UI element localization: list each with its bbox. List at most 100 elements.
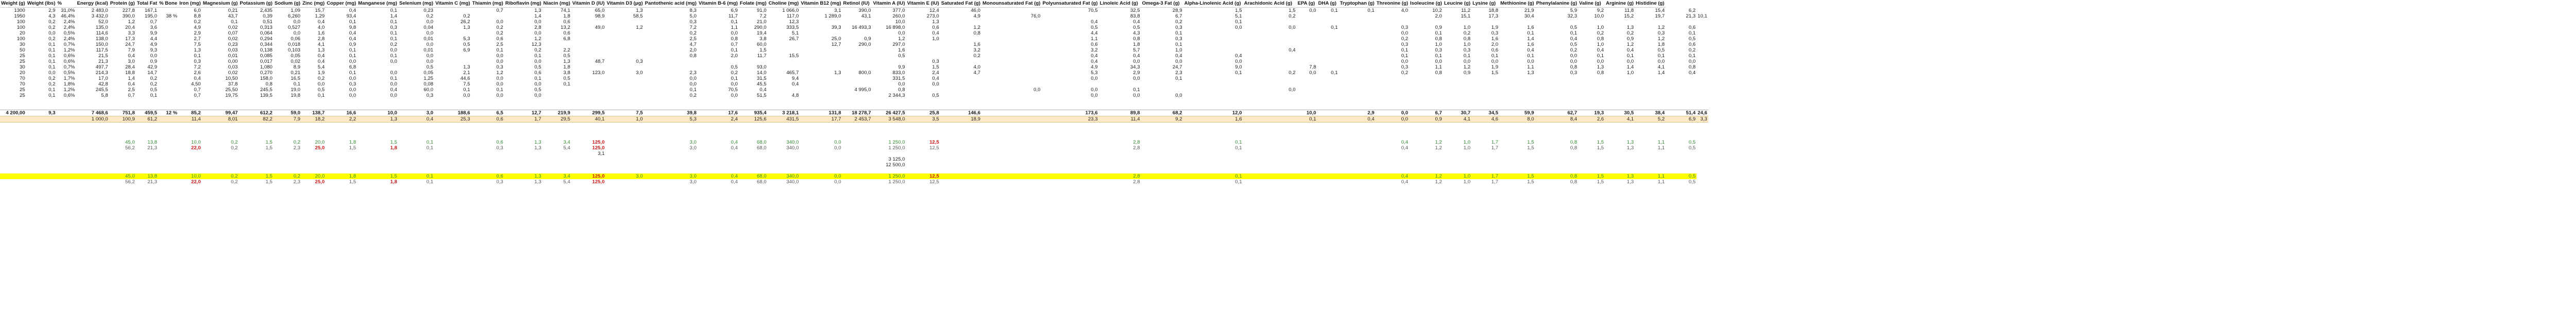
- cell[interactable]: 0,1: [496, 87, 503, 93]
- cell[interactable]: 0,1: [1435, 53, 1442, 59]
- cell[interactable]: 24,6: [1697, 110, 1708, 116]
- cell[interactable]: 0,4: [349, 30, 357, 36]
- cell[interactable]: 0,0: [349, 87, 357, 93]
- cell[interactable]: 0,21: [291, 70, 300, 76]
- cell[interactable]: 0,1: [1688, 53, 1696, 59]
- cell[interactable]: [606, 87, 644, 93]
- cell[interactable]: 0,5: [534, 87, 541, 93]
- cell[interactable]: [178, 98, 202, 104]
- cell[interactable]: [1339, 123, 1376, 129]
- cell[interactable]: 0,1: [1235, 145, 1242, 151]
- cell[interactable]: [698, 98, 739, 104]
- cell[interactable]: [434, 162, 471, 168]
- cell[interactable]: 0,1: [1491, 53, 1499, 59]
- cell[interactable]: 3,4: [563, 139, 570, 145]
- cell[interactable]: [471, 104, 504, 110]
- cell[interactable]: [1183, 36, 1243, 42]
- cell[interactable]: [571, 87, 606, 93]
- cell[interactable]: [1635, 168, 1666, 173]
- cell[interactable]: 2,6: [1578, 116, 1605, 123]
- cell[interactable]: 0,9: [1435, 25, 1442, 30]
- cell[interactable]: [434, 151, 471, 156]
- cell[interactable]: [1578, 151, 1605, 156]
- cell[interactable]: [398, 104, 434, 110]
- cell[interactable]: [1099, 123, 1141, 129]
- cell[interactable]: 0,1: [731, 47, 738, 53]
- cell[interactable]: [606, 104, 644, 110]
- cell[interactable]: [471, 134, 504, 139]
- cell[interactable]: [1499, 87, 1535, 93]
- cell[interactable]: [1409, 81, 1443, 87]
- cell[interactable]: [178, 156, 202, 162]
- cell[interactable]: 0,51: [263, 19, 273, 25]
- cell[interactable]: [1535, 123, 1578, 129]
- cell[interactable]: [1471, 128, 1499, 134]
- cell[interactable]: 0,4: [1688, 70, 1696, 76]
- cell[interactable]: 0,1: [349, 47, 357, 53]
- cell[interactable]: 1 066,0: [782, 8, 799, 13]
- cell[interactable]: [158, 53, 178, 59]
- cell[interactable]: [202, 168, 239, 173]
- cell[interactable]: 9,4: [792, 76, 799, 81]
- cell[interactable]: 17,7: [800, 116, 842, 123]
- cell[interactable]: [202, 156, 239, 162]
- cell[interactable]: 1,2: [1657, 36, 1665, 42]
- cell[interactable]: 2,9: [1133, 70, 1140, 76]
- cell[interactable]: 0,7: [128, 93, 135, 98]
- cell[interactable]: [739, 162, 768, 168]
- cell[interactable]: [109, 98, 136, 104]
- cell[interactable]: 0,02: [228, 36, 238, 42]
- column-header[interactable]: Copper (mg): [326, 0, 358, 8]
- cell[interactable]: [1666, 81, 1697, 87]
- cell[interactable]: [504, 98, 543, 104]
- cell[interactable]: 125,0: [571, 173, 606, 179]
- cell[interactable]: 0,04: [423, 25, 433, 30]
- cell[interactable]: [136, 98, 158, 104]
- cell[interactable]: [842, 81, 872, 87]
- cell[interactable]: [1605, 156, 1635, 162]
- cell[interactable]: 2,3: [689, 70, 697, 76]
- cell[interactable]: 0,0: [898, 81, 905, 87]
- cell[interactable]: [1443, 162, 1471, 168]
- cell[interactable]: 1,5: [265, 139, 273, 145]
- cell[interactable]: 70: [20, 76, 25, 81]
- cell[interactable]: 59,0: [273, 110, 301, 116]
- cell[interactable]: 32,3: [1567, 13, 1578, 19]
- cell[interactable]: [800, 168, 842, 173]
- cell[interactable]: 30: [20, 64, 25, 70]
- cell[interactable]: [1376, 168, 1409, 173]
- cell[interactable]: 0,0: [1091, 76, 1098, 81]
- cell[interactable]: [644, 104, 698, 110]
- cell[interactable]: [1183, 128, 1243, 134]
- cell[interactable]: [981, 81, 1041, 87]
- cell[interactable]: 2,9: [1338, 110, 1376, 116]
- cell[interactable]: 1,4: [1626, 64, 1634, 70]
- cell[interactable]: [1317, 81, 1339, 87]
- cell[interactable]: [326, 156, 357, 162]
- column-header[interactable]: DHA (g): [1317, 0, 1339, 8]
- cell[interactable]: 0,8: [265, 81, 273, 87]
- cell[interactable]: [1041, 168, 1098, 173]
- cell[interactable]: 19,8: [291, 93, 300, 98]
- cell[interactable]: [1409, 128, 1443, 134]
- cell[interactable]: 1,5: [1527, 145, 1534, 151]
- cell[interactable]: 5,3: [463, 36, 470, 42]
- cell[interactable]: [981, 93, 1041, 98]
- cell[interactable]: [800, 128, 842, 134]
- cell[interactable]: [800, 87, 842, 93]
- cell[interactable]: 1,3: [932, 19, 939, 25]
- cell[interactable]: 0,1: [1527, 30, 1534, 36]
- cell[interactable]: 0,6: [1688, 42, 1696, 47]
- cell[interactable]: [158, 81, 178, 87]
- cell[interactable]: 4,1: [317, 42, 325, 47]
- cell[interactable]: 1,1: [1527, 64, 1534, 70]
- cell[interactable]: 0,0: [834, 179, 841, 185]
- cell[interactable]: [56, 134, 76, 139]
- cell[interactable]: 7,2: [689, 25, 697, 30]
- cell[interactable]: 0,7: [150, 19, 157, 25]
- cell[interactable]: [842, 76, 872, 81]
- cell[interactable]: 2,5: [689, 36, 697, 42]
- cell[interactable]: 0,4: [1401, 179, 1409, 185]
- cell[interactable]: [1635, 76, 1666, 81]
- cell[interactable]: [1635, 162, 1666, 168]
